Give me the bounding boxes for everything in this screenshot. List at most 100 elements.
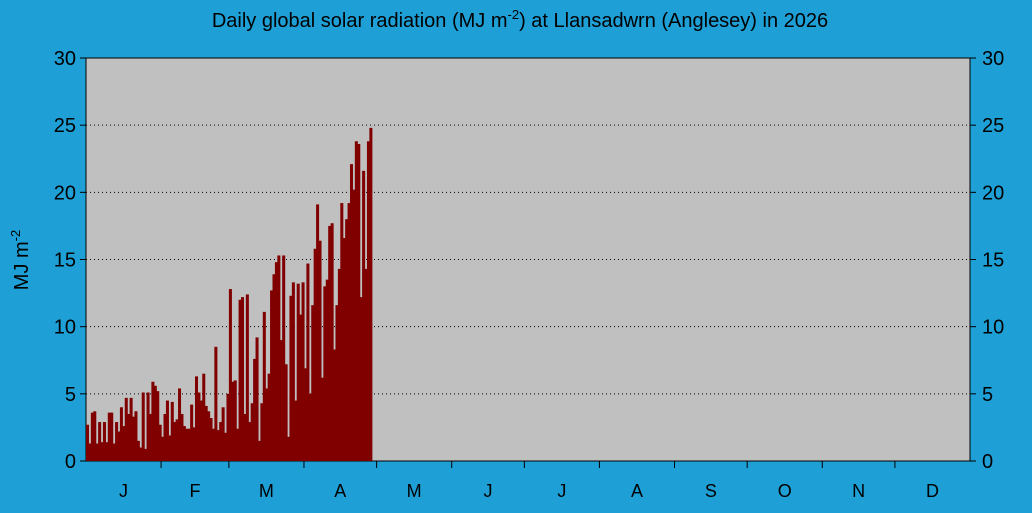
bar bbox=[366, 141, 370, 461]
bar bbox=[335, 305, 339, 461]
bar bbox=[93, 411, 97, 461]
bar bbox=[284, 364, 288, 461]
bar bbox=[136, 440, 140, 461]
bar bbox=[153, 385, 157, 461]
bar bbox=[98, 422, 102, 461]
bar bbox=[190, 404, 194, 461]
bar bbox=[156, 391, 160, 461]
bar bbox=[102, 422, 106, 461]
bar bbox=[132, 416, 136, 461]
bar bbox=[197, 392, 201, 461]
bar bbox=[272, 274, 276, 461]
bar bbox=[248, 422, 252, 461]
bar bbox=[255, 337, 259, 461]
y-tick-label-left: 15 bbox=[54, 250, 76, 272]
bar bbox=[173, 422, 177, 461]
y-tick-label-left: 10 bbox=[54, 317, 76, 339]
bar bbox=[267, 373, 271, 461]
bar bbox=[289, 295, 293, 461]
y-tick-label-right: 10 bbox=[982, 317, 1004, 339]
bar bbox=[311, 305, 315, 461]
bar bbox=[279, 340, 283, 461]
bar bbox=[88, 443, 92, 461]
bar bbox=[274, 262, 278, 461]
bar bbox=[299, 314, 303, 461]
x-tick-label: J bbox=[484, 481, 493, 501]
bar bbox=[95, 443, 99, 461]
bar bbox=[277, 255, 281, 461]
bar bbox=[369, 127, 373, 461]
x-tick-label: J bbox=[119, 481, 128, 501]
y-tick-label-right: 0 bbox=[982, 451, 993, 473]
bar bbox=[105, 442, 109, 461]
bar bbox=[245, 294, 249, 461]
bar bbox=[345, 219, 349, 461]
axes: 0 0 5 5 10 10 15 15 20 20 25 25 30 30 J F M A M J J A S O N D bbox=[54, 48, 1005, 501]
bar bbox=[127, 413, 131, 461]
bar bbox=[352, 189, 356, 461]
bar bbox=[287, 436, 291, 461]
bar bbox=[316, 204, 320, 461]
bar bbox=[187, 428, 191, 461]
bar bbox=[209, 418, 213, 461]
bar bbox=[158, 424, 162, 461]
bar bbox=[265, 388, 269, 461]
bar bbox=[141, 392, 145, 461]
bar bbox=[170, 401, 174, 461]
x-tick-label: N bbox=[852, 481, 865, 501]
y-tick-label-right: 15 bbox=[982, 250, 1004, 272]
bar bbox=[194, 376, 199, 461]
y-tick-label-left: 0 bbox=[65, 451, 76, 473]
bar bbox=[323, 286, 327, 461]
bar bbox=[199, 400, 203, 461]
bar bbox=[337, 268, 341, 461]
bar bbox=[226, 393, 230, 461]
bar bbox=[238, 299, 242, 461]
bar bbox=[168, 435, 172, 461]
bar bbox=[250, 403, 254, 461]
x-tick-label: F bbox=[189, 481, 200, 501]
bar bbox=[236, 428, 240, 461]
y-tick-label-right: 25 bbox=[982, 115, 1004, 137]
bar bbox=[202, 373, 206, 461]
bar bbox=[175, 419, 179, 461]
bar bbox=[228, 289, 232, 461]
bar bbox=[359, 297, 363, 461]
bar bbox=[224, 432, 228, 461]
bar bbox=[262, 311, 266, 461]
bar bbox=[342, 238, 346, 461]
bar bbox=[207, 411, 211, 461]
y-axis-label: MJ m-2 bbox=[8, 230, 33, 290]
y-tick-label-left: 5 bbox=[65, 384, 76, 406]
bar bbox=[243, 413, 247, 461]
bar-series bbox=[86, 127, 373, 461]
bar bbox=[148, 413, 152, 461]
bar bbox=[340, 203, 344, 461]
bar bbox=[134, 411, 138, 461]
bar bbox=[291, 282, 295, 461]
x-tick-label: D bbox=[926, 481, 939, 501]
bar bbox=[119, 407, 123, 461]
bar bbox=[151, 381, 155, 461]
x-tick-label: A bbox=[631, 481, 643, 501]
x-tick-label: J bbox=[557, 481, 566, 501]
bar bbox=[204, 405, 208, 461]
bar bbox=[163, 413, 167, 461]
bar bbox=[112, 443, 116, 461]
grid-lines bbox=[86, 124, 970, 395]
bar bbox=[139, 447, 143, 461]
bar bbox=[231, 381, 235, 461]
bar bbox=[296, 283, 300, 461]
bar bbox=[180, 413, 184, 461]
y-tick-label-right: 30 bbox=[982, 48, 1004, 70]
bar bbox=[328, 225, 332, 461]
bar bbox=[318, 240, 322, 461]
bar bbox=[192, 427, 196, 461]
bar bbox=[303, 368, 307, 461]
bar bbox=[233, 380, 237, 461]
y-tick-label-right: 5 bbox=[982, 384, 993, 406]
bar bbox=[308, 393, 312, 461]
bar bbox=[241, 297, 245, 461]
